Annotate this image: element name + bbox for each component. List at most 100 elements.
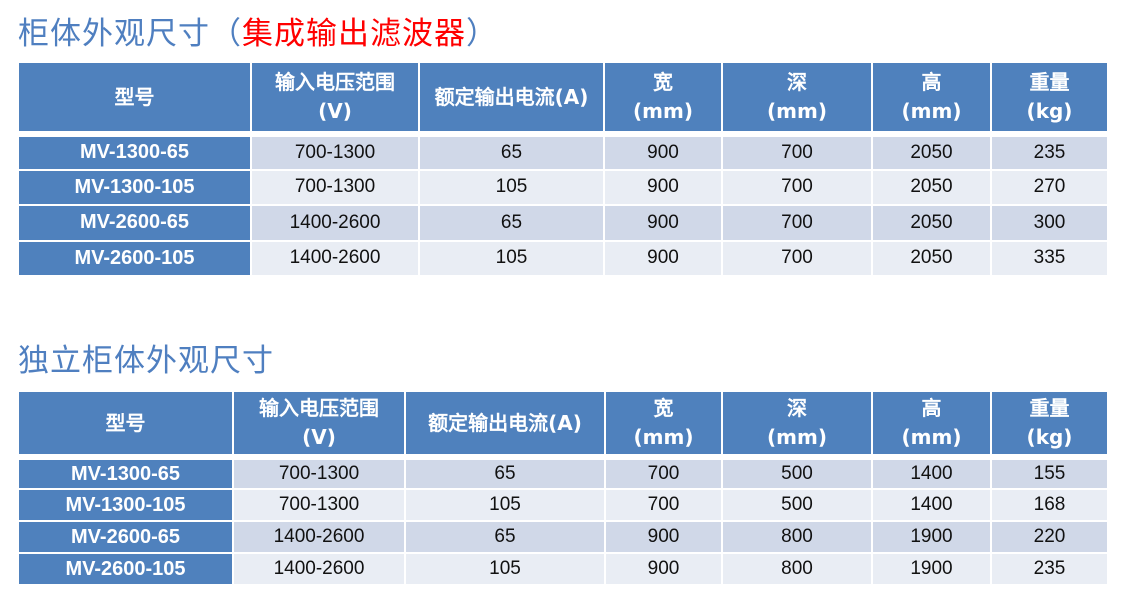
header-rated-current: 额定输出电流(A)	[418, 61, 605, 137]
header-rated-current: 额定输出电流(A)	[404, 390, 606, 460]
cell-rated-current: 105	[404, 552, 606, 586]
cell-height: 2050	[871, 239, 992, 277]
cell-input-voltage: 700-1300	[232, 456, 406, 490]
table-row: MV-2600-65 1400-2600 65 900 800 1900 220	[17, 520, 1109, 554]
cell-weight: 168	[990, 488, 1109, 522]
cell-depth: 800	[721, 552, 873, 586]
header-input-voltage-unit: (V)	[302, 425, 336, 449]
header-input-voltage: 输入电压范围 (V)	[232, 390, 406, 460]
cell-depth: 800	[721, 520, 873, 554]
section1-title-end: ）	[466, 16, 498, 52]
cell-height: 1400	[871, 456, 992, 490]
header-weight-unit: (kg)	[1026, 425, 1073, 449]
cell-input-voltage: 700-1300	[232, 488, 406, 522]
header-height-label: 高	[921, 70, 942, 94]
cell-width: 900	[603, 133, 723, 171]
cell-input-voltage: 1400-2600	[232, 552, 406, 586]
table-row: MV-2600-105 1400-2600 105 900 800 1900 235	[17, 552, 1109, 586]
header-width-unit: (mm)	[633, 425, 694, 449]
header-input-voltage-label: 输入电压范围	[275, 70, 395, 94]
cell-depth: 700	[721, 133, 873, 171]
cell-width: 900	[604, 552, 723, 586]
cell-rated-current: 65	[418, 133, 605, 171]
header-height-label: 高	[921, 396, 942, 420]
section2-title: 独立柜体外观尺寸	[18, 335, 274, 380]
table-row: MV-1300-65 700-1300 65 700 500 1400 155	[17, 456, 1109, 490]
cell-model: MV-1300-65	[17, 456, 234, 490]
cell-rated-current: 105	[418, 168, 605, 206]
header-row: 型号 输入电压范围 (V) 额定输出电流(A) 宽 (mm) 深 (mm) 高 (mm) 重量 (kg…	[17, 390, 1109, 460]
header-width: 宽 (mm)	[604, 390, 723, 460]
cabinet-dimensions-table-standalone: 型号 输入电压范围 (V) 额定输出电流(A) 宽 (mm) 深 (mm) 高 (mm) 重量 (kg…	[17, 390, 1109, 586]
header-depth: 深 (mm)	[721, 390, 873, 460]
header-model-label: 型号	[114, 84, 155, 109]
cell-rated-current: 105	[418, 239, 605, 277]
cell-depth: 700	[721, 204, 873, 242]
cell-height: 1900	[871, 520, 992, 554]
header-width: 宽 (mm)	[603, 61, 723, 137]
header-weight: 重量 (kg)	[990, 390, 1109, 460]
table-row: MV-2600-105 1400-2600 105 900 700 2050 335	[17, 239, 1109, 277]
header-weight-label: 重量	[1029, 70, 1070, 94]
cell-depth: 500	[721, 456, 873, 490]
header-depth-unit: (mm)	[767, 99, 827, 123]
cell-depth: 500	[721, 488, 873, 522]
header-width-label: 宽	[653, 70, 673, 94]
cell-rated-current: 65	[404, 520, 606, 554]
cell-rated-current: 105	[404, 488, 606, 522]
cell-width: 700	[604, 456, 723, 490]
cell-model: MV-1300-105	[17, 168, 252, 206]
cell-input-voltage: 1400-2600	[250, 204, 420, 242]
cabinet-dimensions-table-integrated: 型号 输入电压范围 (V) 额定输出电流(A) 宽 (mm) 深 (mm) 高 (mm) 重量 (kg…	[17, 61, 1109, 277]
cell-width: 700	[604, 488, 723, 522]
header-height-unit: (mm)	[901, 425, 962, 449]
cell-height: 2050	[871, 168, 992, 206]
cell-depth: 700	[721, 239, 873, 277]
cell-model: MV-2600-65	[17, 520, 234, 554]
header-weight: 重量 (kg)	[990, 61, 1109, 137]
table-row: MV-1300-105 700-1300 105 900 700 2050 270	[17, 168, 1109, 206]
header-depth-label: 深	[787, 70, 807, 94]
header-row: 型号 输入电压范围 (V) 额定输出电流(A) 宽 (mm) 深 (mm) 高 (mm) 重量 (kg…	[17, 61, 1109, 137]
cell-input-voltage: 700-1300	[250, 133, 420, 171]
header-depth: 深 (mm)	[721, 61, 873, 137]
cell-width: 900	[603, 168, 723, 206]
cell-height: 1900	[871, 552, 992, 586]
cell-input-voltage: 1400-2600	[250, 239, 420, 277]
cell-input-voltage: 1400-2600	[232, 520, 406, 554]
header-weight-label: 重量	[1029, 396, 1070, 420]
cell-weight: 155	[990, 456, 1109, 490]
cell-weight: 235	[990, 552, 1109, 586]
cell-rated-current: 65	[404, 456, 606, 490]
cell-weight: 235	[990, 133, 1109, 171]
cell-input-voltage: 700-1300	[250, 168, 420, 206]
header-model: 型号	[17, 390, 234, 460]
header-depth-unit: (mm)	[767, 425, 827, 449]
cell-height: 2050	[871, 133, 992, 171]
cell-width: 900	[603, 239, 723, 277]
header-height-unit: (mm)	[901, 99, 962, 123]
header-model-label: 型号	[105, 410, 146, 435]
header-depth-label: 深	[787, 396, 807, 420]
header-height: 高 (mm)	[871, 61, 992, 137]
header-weight-unit: (kg)	[1026, 99, 1073, 123]
cell-model: MV-2600-105	[17, 239, 252, 277]
table-row: MV-2600-65 1400-2600 65 900 700 2050 300	[17, 204, 1109, 242]
cell-model: MV-2600-105	[17, 552, 234, 586]
header-width-label: 宽	[653, 396, 674, 420]
cell-weight: 300	[990, 204, 1109, 242]
cell-model: MV-2600-65	[17, 204, 252, 242]
header-input-voltage-unit: (V)	[318, 99, 352, 123]
header-width-unit: (mm)	[633, 99, 693, 123]
cell-rated-current: 65	[418, 204, 605, 242]
cell-width: 900	[604, 520, 723, 554]
cell-height: 2050	[871, 204, 992, 242]
cell-width: 900	[603, 204, 723, 242]
header-height: 高 (mm)	[871, 390, 992, 460]
cell-depth: 700	[721, 168, 873, 206]
cell-model: MV-1300-65	[17, 133, 252, 171]
header-input-voltage-label: 输入电压范围	[259, 396, 379, 420]
section1-title-highlight: 集成输出滤波器	[242, 16, 466, 52]
cell-weight: 270	[990, 168, 1109, 206]
cell-weight: 335	[990, 239, 1109, 277]
